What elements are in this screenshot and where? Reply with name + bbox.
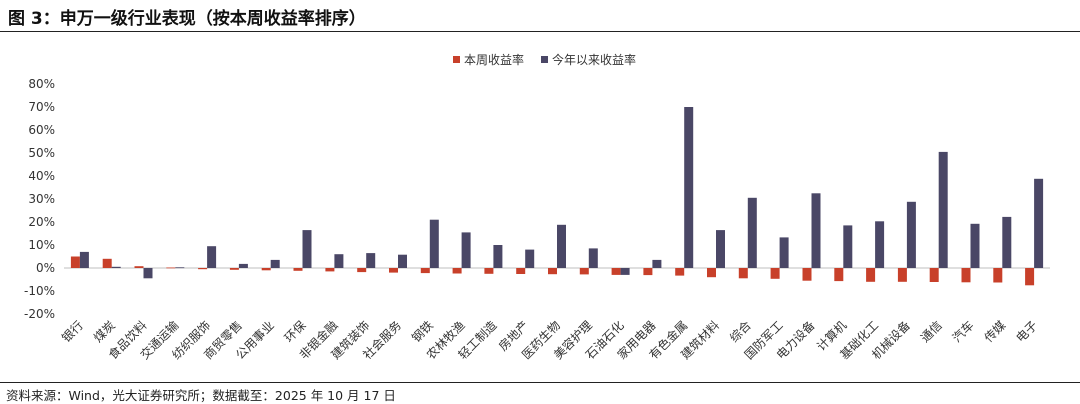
bar-ytd-return xyxy=(238,263,248,268)
bar-ytd-return xyxy=(747,197,757,268)
bar-ytd-return xyxy=(175,267,185,269)
x-tick-label: 汽车 xyxy=(949,318,977,346)
y-tick-label: 50% xyxy=(28,146,55,160)
y-tick-label: 80% xyxy=(28,77,55,91)
bar-weekly-return xyxy=(579,268,589,275)
x-tick-label: 传媒 xyxy=(981,318,1009,346)
bar-weekly-return xyxy=(198,268,208,270)
x-tick-label: 煤炭 xyxy=(91,318,118,345)
bar-weekly-return xyxy=(102,258,112,268)
bar-weekly-return xyxy=(166,267,176,269)
bar-ytd-return xyxy=(716,230,725,268)
bar-ytd-return xyxy=(1034,178,1044,268)
bar-ytd-return xyxy=(588,248,598,268)
bar-weekly-return xyxy=(675,268,685,276)
bar-ytd-return xyxy=(79,251,89,268)
bar-ytd-return xyxy=(525,249,535,268)
bar-ytd-return xyxy=(111,266,121,268)
bar-ytd-return xyxy=(207,246,217,268)
y-axis: -20% -10% 0% 10% 20% 30% 40% 50% 60% 70% 80% xyxy=(24,77,55,321)
bar-weekly-return xyxy=(516,268,526,274)
bar-ytd-return xyxy=(334,254,344,268)
bar-weekly-return xyxy=(738,268,748,279)
bar-ytd-return xyxy=(557,224,566,268)
bar-ytd-return xyxy=(143,268,153,279)
x-tick-label: 银行 xyxy=(59,318,86,345)
bar-ytd-return xyxy=(620,268,630,275)
bar-ytd-return xyxy=(493,245,503,268)
bar-weekly-return xyxy=(802,268,812,281)
bar-ytd-return xyxy=(429,219,439,268)
bar-ytd-return xyxy=(843,225,853,268)
bar-ytd-return xyxy=(1002,216,1012,268)
legend-swatch-weekly xyxy=(453,56,460,63)
bar-weekly-return xyxy=(357,268,367,273)
bar-weekly-return xyxy=(929,268,939,282)
bars xyxy=(70,107,1044,286)
bar-weekly-return xyxy=(643,268,653,276)
bar-ytd-return xyxy=(270,259,280,268)
x-tick-label: 综合 xyxy=(726,318,754,346)
bar-ytd-return xyxy=(970,223,980,268)
bar-weekly-return xyxy=(325,268,335,272)
bar-weekly-return xyxy=(420,268,430,274)
bar-ytd-return xyxy=(684,107,694,268)
source-note: 资料来源：Wind，光大证券研究所；数据截至：2025 年 10 月 17 日 xyxy=(6,388,396,403)
bar-chart: 本周收益率 今年以来收益率 -20% -10% 0% 10% 20% 30% 40% 50% 6… xyxy=(24,52,1050,363)
bar-weekly-return xyxy=(548,268,557,275)
bar-weekly-return xyxy=(993,268,1003,283)
bar-ytd-return xyxy=(811,193,821,269)
y-tick-label: 30% xyxy=(28,192,55,206)
y-tick-label: 20% xyxy=(28,215,55,229)
bar-weekly-return xyxy=(293,268,303,271)
bar-ytd-return xyxy=(398,254,407,268)
title-rule xyxy=(0,31,1080,32)
y-tick-label: 70% xyxy=(28,100,55,114)
bar-ytd-return xyxy=(461,232,471,268)
bar-weekly-return xyxy=(707,268,716,278)
bar-ytd-return xyxy=(938,151,948,268)
figure-title: 图 3：申万一级行业表现（按本周收益率排序） xyxy=(8,9,366,29)
bar-ytd-return xyxy=(302,230,312,268)
legend-label-weekly: 本周收益率 xyxy=(464,52,524,67)
bar-weekly-return xyxy=(229,268,239,270)
bar-weekly-return xyxy=(961,268,971,283)
bar-ytd-return xyxy=(779,237,789,268)
y-tick-label: 40% xyxy=(28,169,55,183)
y-tick-label: 0% xyxy=(36,261,55,275)
bar-weekly-return xyxy=(389,268,398,273)
y-tick-label: 60% xyxy=(28,123,55,137)
bar-weekly-return xyxy=(70,256,80,268)
bar-weekly-return xyxy=(261,268,271,271)
y-tick-label: 10% xyxy=(28,238,55,252)
bar-weekly-return xyxy=(611,268,621,275)
bar-weekly-return xyxy=(897,268,907,282)
bar-ytd-return xyxy=(875,221,885,268)
bar-weekly-return xyxy=(770,268,780,279)
bar-ytd-return xyxy=(652,259,662,268)
legend-swatch-ytd xyxy=(541,56,548,63)
bar-weekly-return xyxy=(134,266,144,268)
x-tick-label: 通信 xyxy=(918,318,945,345)
legend: 本周收益率 今年以来收益率 xyxy=(453,52,636,67)
bar-weekly-return xyxy=(866,268,876,282)
bar-ytd-return xyxy=(366,253,376,268)
y-tick-label: -20% xyxy=(24,307,55,321)
legend-label-ytd: 今年以来收益率 xyxy=(552,52,636,67)
x-tick-label: 环保 xyxy=(282,318,309,345)
x-tick-label: 钢铁 xyxy=(409,318,436,345)
bar-weekly-return xyxy=(452,268,462,274)
y-tick-label: -10% xyxy=(24,284,55,298)
x-tick-label: 电子 xyxy=(1013,318,1040,345)
bar-weekly-return xyxy=(834,268,844,282)
bar-ytd-return xyxy=(906,201,916,268)
bar-weekly-return xyxy=(484,268,494,274)
source-rule xyxy=(0,382,1080,383)
bar-weekly-return xyxy=(1025,268,1035,286)
